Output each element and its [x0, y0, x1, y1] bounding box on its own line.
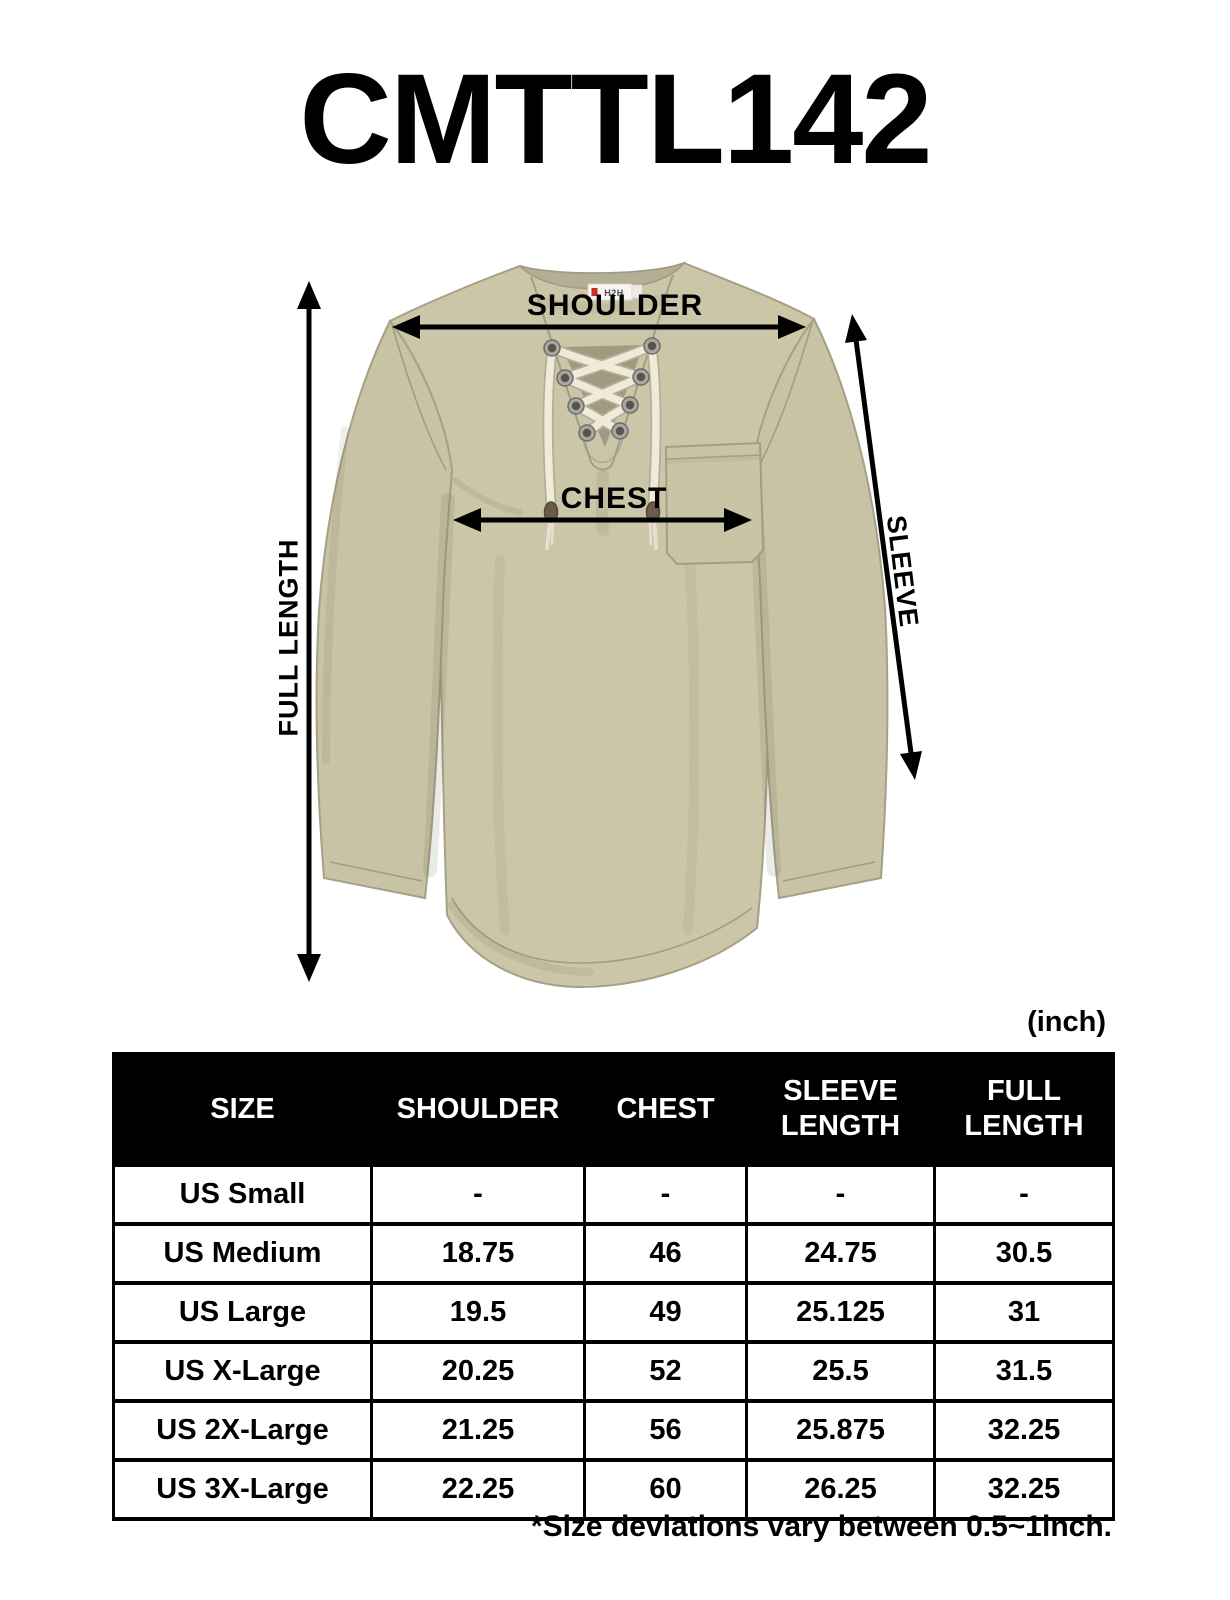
size-cell: US X-Large: [112, 1340, 373, 1403]
size-cell: US Large: [112, 1281, 373, 1344]
lace-up-placket: [542, 321, 662, 550]
table-cell: 26.25: [745, 1458, 936, 1521]
shoulder-arrow: [392, 315, 806, 339]
left-sleeve: [315, 319, 454, 900]
table-cell: 18.75: [370, 1222, 586, 1285]
table-cell: 31: [933, 1281, 1115, 1344]
table-row: US 3X-Large 22.25 60 26.25 32.25: [112, 1458, 1115, 1521]
collar: [519, 261, 687, 325]
grommets: [543, 337, 661, 442]
shirt-illustration: H2H: [297, 261, 922, 989]
column-header-sleeve-length: SLEEVE LENGTH: [745, 1052, 936, 1167]
shirt-body: H2H: [315, 261, 889, 989]
table-cell: 24.75: [745, 1222, 936, 1285]
lace-tips: [545, 520, 658, 550]
seam-lines: [329, 322, 876, 964]
product-code-title: CMTTL142: [299, 48, 932, 191]
table-cell: 46: [583, 1222, 748, 1285]
column-header-shoulder: SHOULDER: [370, 1052, 586, 1167]
table-row: US Large 19.5 49 25.125 31: [112, 1281, 1115, 1344]
table-cell: 32.25: [933, 1399, 1115, 1462]
column-header-full-length: FULL LENGTH: [933, 1052, 1115, 1167]
measurement-arrows: [297, 281, 922, 982]
full-length-arrow: [297, 281, 321, 982]
table-cell: 25.125: [745, 1281, 936, 1344]
chest-label: CHEST: [560, 482, 668, 515]
brand-tag: H2H: [587, 283, 643, 301]
table-cell: 25.5: [745, 1340, 936, 1403]
shoulder-label: SHOULDER: [526, 289, 704, 322]
table-cell: -: [745, 1163, 936, 1226]
table-cell: 20.25: [370, 1340, 586, 1403]
size-cell: US 2X-Large: [112, 1399, 373, 1462]
size-cell: US Small: [112, 1163, 373, 1226]
chest-pocket: [664, 441, 765, 566]
table-row: US Medium 18.75 46 24.75 30.5: [112, 1222, 1115, 1285]
table-row: US 2X-Large 21.25 56 25.875 32.25: [112, 1399, 1115, 1462]
table-cell: 60: [583, 1458, 748, 1521]
size-cell: US Medium: [112, 1222, 373, 1285]
table-cell: -: [370, 1163, 586, 1226]
unit-label: (inch): [1027, 1006, 1106, 1038]
table-cell: -: [583, 1163, 748, 1226]
table-cell: 21.25: [370, 1399, 586, 1462]
table-cell: 49: [583, 1281, 748, 1344]
table-cell: 30.5: [933, 1222, 1115, 1285]
sleeve-arrow: [845, 314, 922, 780]
cord-beads: [543, 501, 661, 523]
table-cell: 22.25: [370, 1458, 586, 1521]
table-cell: -: [933, 1163, 1115, 1226]
size-deviation-footnote: *Size deviations vary between 0.5~1inch.: [530, 1510, 1112, 1543]
size-cell: US 3X-Large: [112, 1458, 373, 1521]
table-cell: 32.25: [933, 1458, 1115, 1521]
table-cell: 31.5: [933, 1340, 1115, 1403]
table-cell: 56: [583, 1399, 748, 1462]
column-header-size: SIZE: [112, 1052, 373, 1167]
header-row: SIZE SHOULDER CHEST SLEEVE LENGTH FULL L…: [112, 1052, 1115, 1167]
table-cell: 25.875: [745, 1399, 936, 1462]
full-length-label: FULL LENGTH: [273, 538, 304, 737]
table-row: US X-Large 20.25 52 25.5 31.5: [112, 1340, 1115, 1403]
table-cell: 52: [583, 1340, 748, 1403]
chest-arrow: [453, 508, 752, 532]
fabric-shading: [322, 293, 781, 976]
size-table: SIZE SHOULDER CHEST SLEEVE LENGTH FULL L…: [112, 1052, 1115, 1521]
column-header-chest: CHEST: [583, 1052, 748, 1167]
table-cell: 19.5: [370, 1281, 586, 1344]
table-row: US Small - - - -: [112, 1163, 1115, 1226]
brand-tag-text: H2H: [604, 288, 624, 298]
